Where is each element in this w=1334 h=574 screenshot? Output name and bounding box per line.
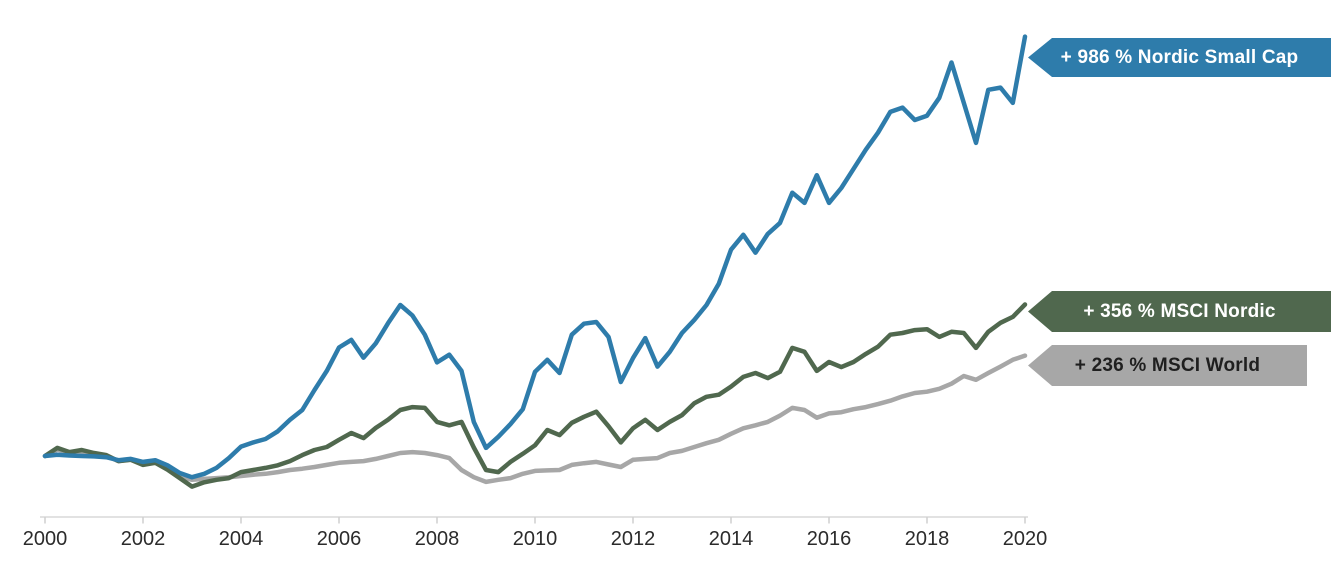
x-tick-label: 2000	[22, 528, 68, 550]
x-tick-label: 2014	[708, 528, 754, 550]
series-flag-msci-nordic: + 356 % MSCI Nordic	[1028, 291, 1331, 332]
x-tick-label: 2018	[904, 528, 950, 550]
line-nordic-small-cap	[42, 34, 1028, 480]
line-msci-world	[42, 353, 1028, 485]
x-tick-label: 2020	[1002, 528, 1048, 550]
x-tick-label: 2012	[610, 528, 656, 550]
line-msci-nordic	[42, 302, 1028, 489]
x-tick-label: 2006	[316, 528, 362, 550]
x-tick-label: 2016	[806, 528, 852, 550]
x-tick-label: 2004	[218, 528, 264, 550]
series-flag-label: + 986 % Nordic Small Cap	[1060, 46, 1299, 68]
x-tick-label: 2010	[512, 528, 558, 550]
x-tick-label: 2008	[414, 528, 460, 550]
series-flag-nordic-small-cap: + 986 % Nordic Small Cap	[1028, 38, 1331, 77]
series-flag-label: + 236 % MSCI World	[1074, 354, 1261, 376]
series-flag-msci-world: + 236 % MSCI World	[1028, 345, 1307, 386]
x-tick-label: 2002	[120, 528, 166, 550]
series-flag-label: + 356 % MSCI Nordic	[1083, 300, 1276, 322]
